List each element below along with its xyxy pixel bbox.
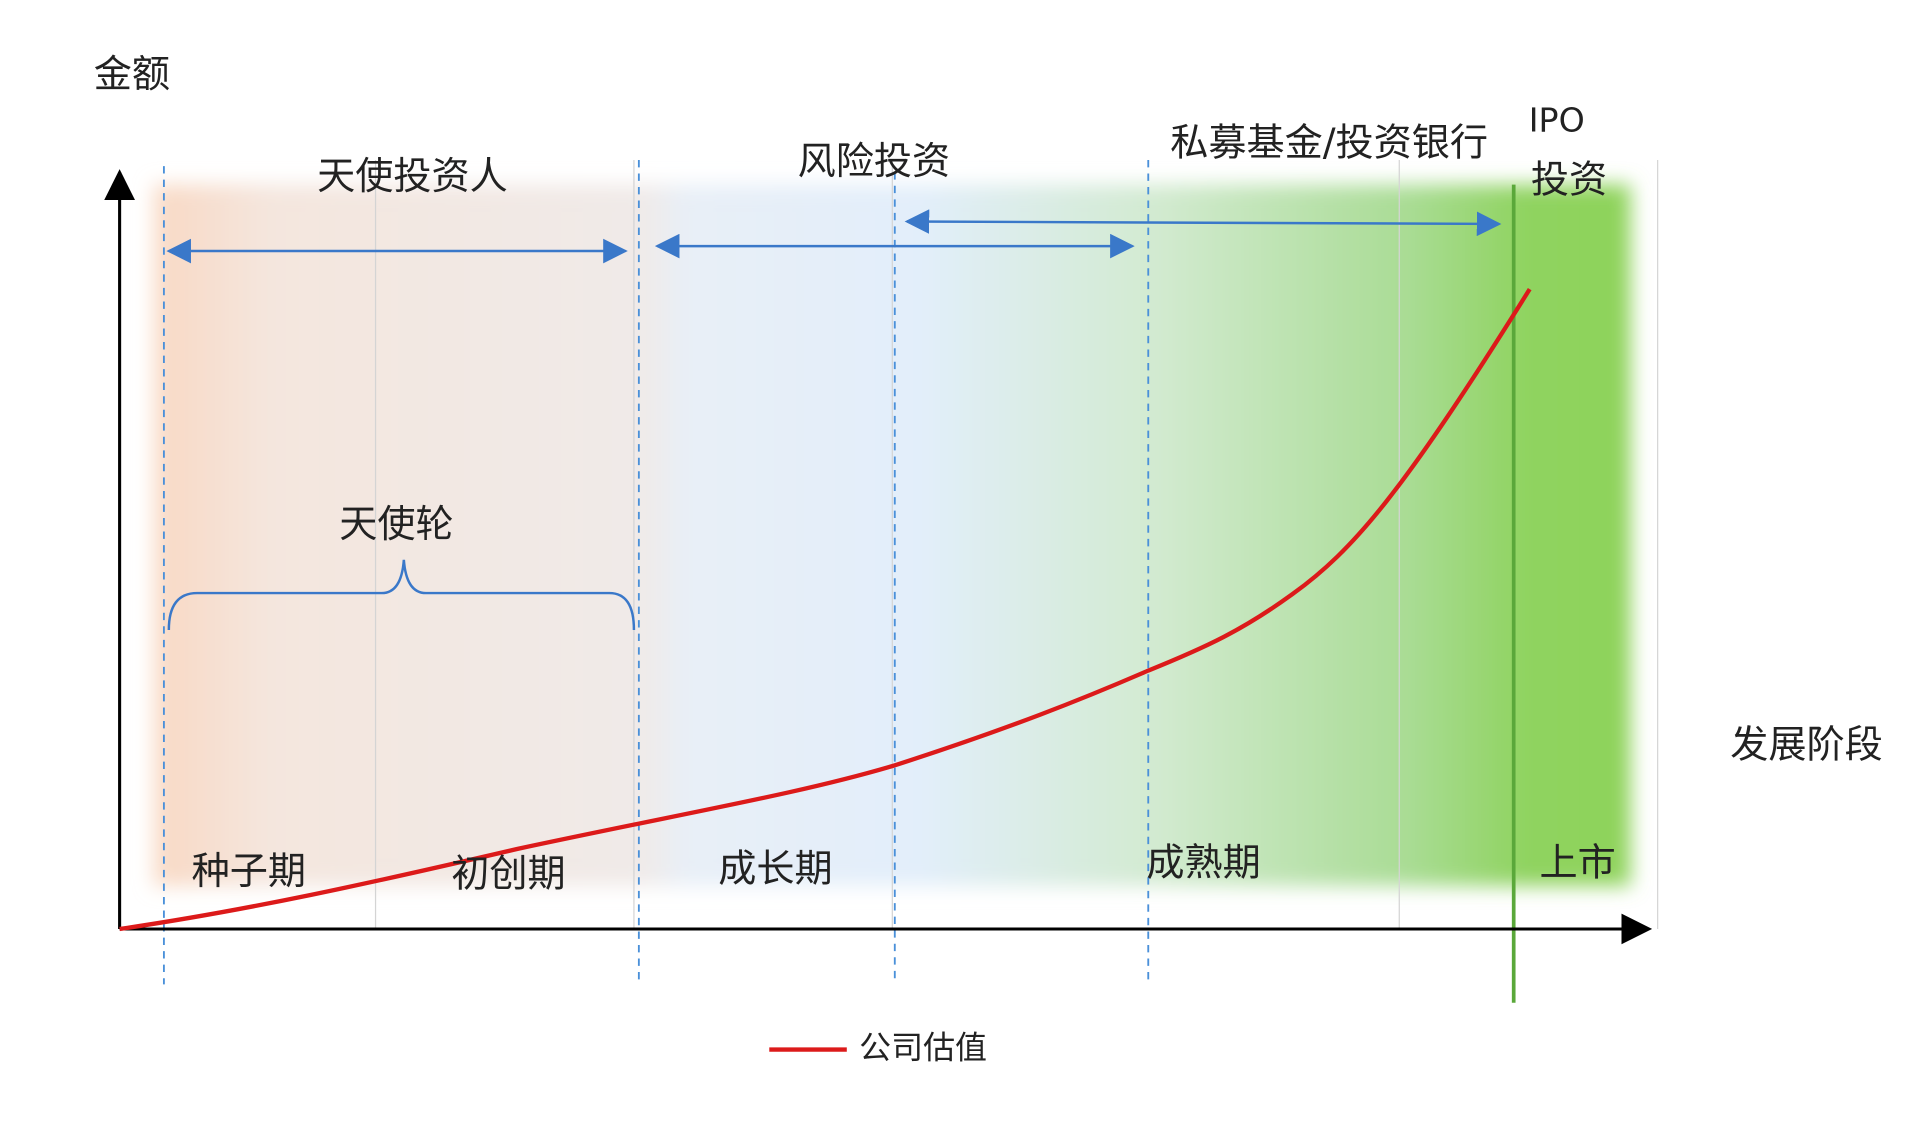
- investor-label: 私募基金/投资银行: [1170, 121, 1488, 165]
- investor-label: 天使投资人: [317, 154, 508, 198]
- y-axis-label: 金额: [94, 52, 170, 96]
- stage-label: 上市: [1540, 840, 1616, 884]
- investor-label: IPO: [1529, 100, 1585, 139]
- investor-label: 投资: [1531, 158, 1607, 202]
- stage-dividers: [162, 159, 1150, 985]
- valuation-curve: [119, 288, 1532, 932]
- x-axis-label: 发展阶段: [1730, 722, 1883, 766]
- investor-ranges: [166, 209, 1502, 264]
- legend-label: 公司估值: [859, 1029, 987, 1067]
- stage-label: 成长期: [718, 847, 832, 891]
- bracket-label: 天使轮: [339, 502, 453, 546]
- investor-label: 风险投资: [798, 139, 951, 183]
- bracket: [167, 559, 636, 630]
- stage-label: 成熟期: [1146, 840, 1260, 884]
- stage-label: 种子期: [192, 849, 306, 893]
- gridlines: [374, 159, 1659, 929]
- stage-label: 初创期: [451, 852, 565, 896]
